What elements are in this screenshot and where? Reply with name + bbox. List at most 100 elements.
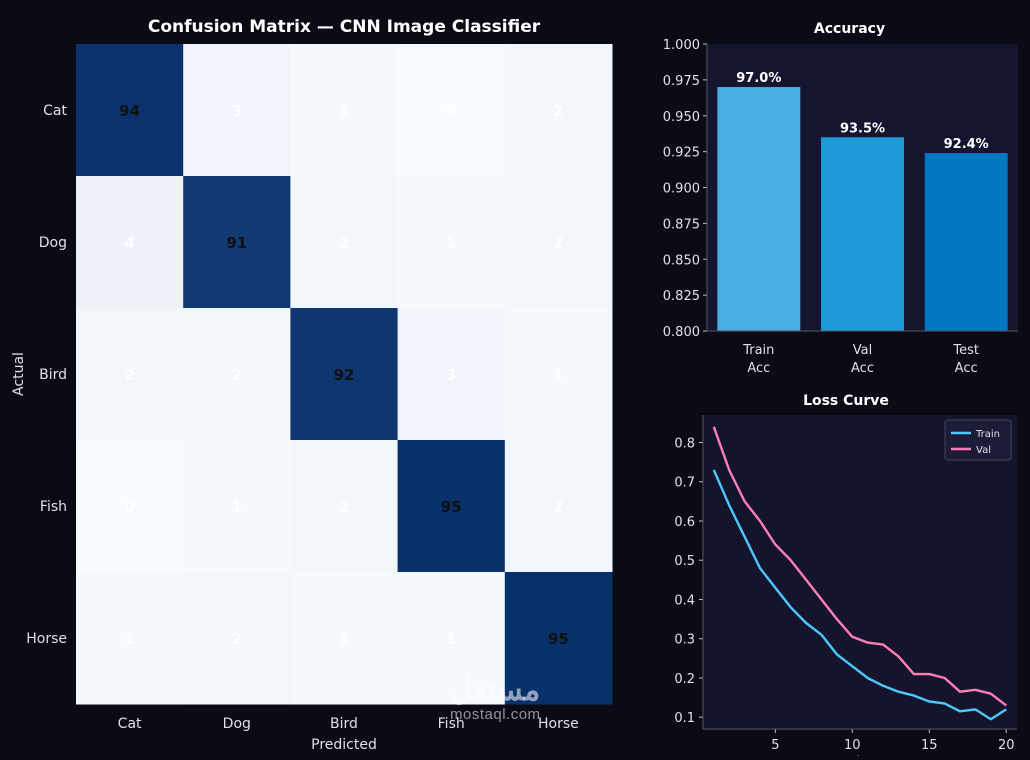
accuracy-bar bbox=[717, 87, 801, 331]
cell-value-label: 91 bbox=[226, 234, 247, 252]
bar-value-label: 93.5% bbox=[840, 121, 885, 136]
chart-title: Confusion Matrix — CNN Image Classifier bbox=[148, 17, 541, 37]
y-tick-label: 0.950 bbox=[663, 110, 700, 125]
cell-value-label: 2 bbox=[339, 498, 349, 516]
heatmap-cell bbox=[290, 440, 399, 573]
cell-value-label: 94 bbox=[119, 102, 140, 120]
y-tick-label: 0.900 bbox=[663, 182, 700, 197]
cell-value-label: 3 bbox=[232, 102, 242, 120]
heatmap-cell bbox=[183, 572, 291, 705]
y-tick-label: 0.4 bbox=[674, 593, 695, 608]
watermark-arabic: مستقل bbox=[450, 674, 541, 707]
cell-value-label: 92 bbox=[334, 366, 355, 384]
x-tick-label: Test Acc bbox=[952, 343, 979, 376]
accuracy-bar bbox=[924, 153, 1008, 331]
cell-value-label: 0 bbox=[446, 102, 456, 120]
y-tick-label: Bird bbox=[39, 367, 67, 383]
heatmap-cell bbox=[397, 44, 506, 177]
bar-value-label: 97.0% bbox=[736, 71, 781, 86]
x-tick-label: 10 bbox=[844, 738, 861, 753]
y-tick-label: 0.2 bbox=[674, 672, 695, 687]
cell-value-label: 2 bbox=[124, 366, 134, 384]
heatmap-cell bbox=[76, 308, 184, 441]
x-tick-label: Train Acc bbox=[742, 343, 774, 376]
cell-value-label: 95 bbox=[441, 498, 462, 516]
y-tick-label: 0.1 bbox=[674, 711, 695, 726]
y-tick-label: Dog bbox=[39, 235, 67, 251]
y-tick-label: 0.6 bbox=[674, 515, 695, 530]
x-axis-label: Predicted bbox=[311, 737, 377, 753]
heatmap-cell bbox=[183, 44, 291, 177]
cell-value-label: 2 bbox=[553, 102, 563, 120]
cell-value-label: 2 bbox=[232, 630, 242, 648]
x-tick-label: Horse bbox=[538, 716, 579, 732]
heatmap-cell bbox=[76, 440, 184, 573]
y-tick-label: 0.7 bbox=[674, 476, 695, 491]
cell-value-label: 0 bbox=[124, 498, 134, 516]
legend-label: Val bbox=[976, 445, 991, 456]
heatmap-cell bbox=[397, 572, 506, 705]
y-tick-label: 0.825 bbox=[663, 289, 700, 304]
watermark: مستقل mostaql.com bbox=[450, 674, 541, 724]
heatmap-cell bbox=[504, 44, 613, 177]
chart-title: Accuracy bbox=[814, 21, 885, 37]
heatmap-cell bbox=[76, 176, 184, 309]
cell-value-label: 2 bbox=[339, 234, 349, 252]
y-tick-label: 0.875 bbox=[663, 217, 700, 232]
cell-value-label: 3 bbox=[446, 366, 456, 384]
heatmap-cell bbox=[504, 176, 613, 309]
loss-curve-chart: Loss Curve 0.1 0.2 0.3 0.4 0.5 0.6 0.7 0.8 5 10 15 2… bbox=[674, 393, 1017, 760]
y-tick-label: Cat bbox=[43, 103, 67, 119]
cell-value-label: 2 bbox=[553, 498, 563, 516]
cell-value-label: 1 bbox=[232, 498, 242, 516]
bar-value-label: 92.4% bbox=[944, 137, 989, 152]
x-tick-label: Fish bbox=[438, 716, 465, 732]
y-tick-label: 1.000 bbox=[663, 38, 700, 53]
heatmap-cell bbox=[397, 176, 506, 309]
cell-value-label: 1 bbox=[446, 234, 456, 252]
heatmap-cell bbox=[504, 572, 613, 705]
series-line-val bbox=[712, 426, 1007, 707]
plot-area bbox=[703, 415, 1017, 729]
cell-value-label: 2 bbox=[232, 366, 242, 384]
accuracy-bar bbox=[821, 137, 904, 331]
y-tick-label: Horse bbox=[26, 631, 67, 647]
confusion-matrix-panel: Confusion Matrix — CNN Image Classifier 9… bbox=[11, 17, 613, 753]
x-tick-label: Cat bbox=[118, 716, 142, 732]
x-tick-label: Bird bbox=[330, 716, 358, 732]
y-tick-label: 0.850 bbox=[663, 253, 700, 268]
heatmap-cell bbox=[76, 572, 184, 705]
series-line-train bbox=[712, 469, 1007, 721]
y-tick-label: Fish bbox=[40, 499, 67, 515]
cell-value-label: 4 bbox=[124, 234, 134, 252]
cell-value-label: 95 bbox=[548, 630, 569, 648]
x-tick-label: 5 bbox=[771, 738, 779, 753]
cell-value-label: 1 bbox=[446, 630, 456, 648]
x-tick-label: Val Acc bbox=[851, 343, 874, 376]
chart-title: Loss Curve bbox=[803, 393, 889, 409]
cell-value-label: 1 bbox=[339, 630, 349, 648]
accuracy-panel: Accuracy 0.800 0.825 0.850 0.875 0.900 0.925 0.… bbox=[630, 0, 1030, 380]
cell-value-label: 1 bbox=[553, 366, 563, 384]
y-tick-label: 0.8 bbox=[674, 436, 695, 451]
x-tick-label: Dog bbox=[223, 716, 251, 732]
y-axis-label: Actual bbox=[11, 352, 27, 396]
y-tick-label: 0.5 bbox=[674, 554, 695, 569]
heatmap-cell bbox=[290, 176, 399, 309]
cell-value-label: 1 bbox=[339, 102, 349, 120]
heatmap-cell bbox=[504, 308, 613, 441]
x-tick-label: 15 bbox=[921, 738, 938, 753]
y-tick-label: 0.975 bbox=[663, 74, 700, 89]
accuracy-bar-chart: Accuracy 0.800 0.825 0.850 0.875 0.900 0.925 0.… bbox=[663, 21, 1018, 376]
cell-value-label: 1 bbox=[124, 630, 134, 648]
heatmap-cell bbox=[183, 176, 291, 309]
legend-label: Train bbox=[975, 429, 1000, 440]
y-tick-label: 0.925 bbox=[663, 146, 700, 161]
heatmap-cell bbox=[290, 308, 399, 441]
heatmap-cell bbox=[183, 308, 291, 441]
heatmap-cell bbox=[76, 44, 184, 177]
heatmap-cell bbox=[183, 440, 291, 573]
heatmap-cell bbox=[397, 308, 506, 441]
heatmap-cell bbox=[290, 44, 399, 177]
loss-curve-panel: Loss Curve 0.1 0.2 0.3 0.4 0.5 0.6 0.7 0.8 5 10 15 2… bbox=[630, 385, 1030, 760]
